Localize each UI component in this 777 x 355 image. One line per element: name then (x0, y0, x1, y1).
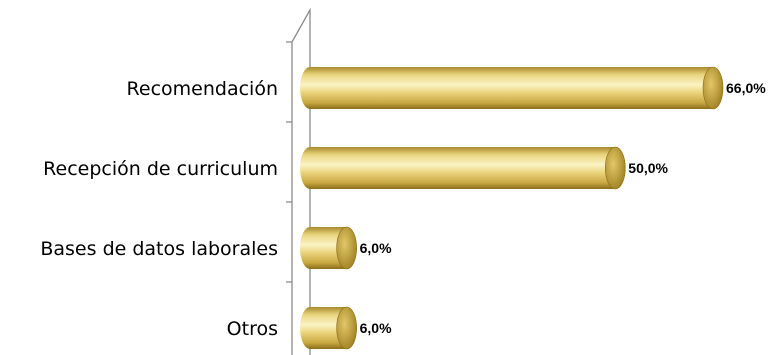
value-label: 6,0% (360, 240, 392, 256)
value-label: 50,0% (628, 160, 668, 176)
bar-cap (336, 226, 357, 270)
bar-cap (702, 66, 724, 110)
bar-cap (336, 306, 357, 350)
bar-base (304, 147, 316, 189)
category-label: Recomendación (127, 78, 278, 100)
category-label: Otros (227, 318, 278, 340)
value-label: 66,0% (726, 80, 766, 96)
value-label: 6,0% (360, 320, 392, 336)
bar (300, 66, 724, 110)
bars (300, 66, 724, 350)
bar (300, 306, 357, 350)
category-label: Recepción de curriculum (43, 158, 278, 180)
bar (300, 146, 626, 190)
category-label: Bases de datos laborales (40, 238, 278, 260)
value-labels: 66,0% 50,0% 6,0% 6,0% (360, 80, 767, 336)
bar-base (304, 67, 316, 109)
bar (300, 226, 357, 270)
category-labels: Recomendación Recepción de curriculum Base… (40, 78, 278, 340)
bar-base (304, 227, 316, 269)
bar-cap (605, 146, 626, 190)
bar-body (300, 67, 723, 109)
bar-base (304, 307, 316, 349)
bar-body (300, 147, 626, 189)
axis-line (291, 42, 293, 355)
